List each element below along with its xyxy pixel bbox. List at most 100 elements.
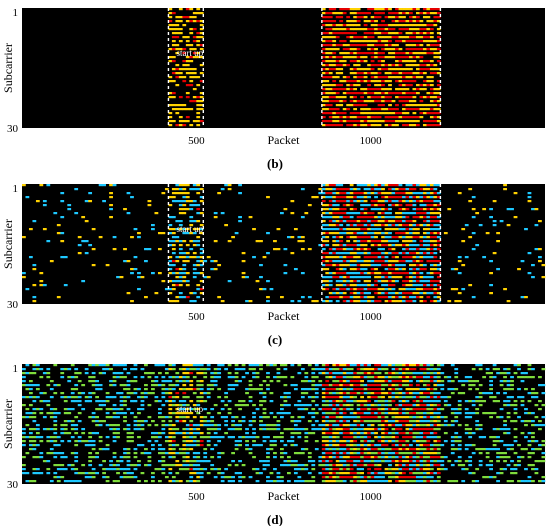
heatmap-cell	[196, 256, 201, 259]
heatmap-cell	[283, 396, 288, 399]
heatmap-cell	[398, 12, 403, 15]
heatmap-cell	[409, 284, 413, 287]
heatmap-cell	[370, 380, 375, 383]
heatmap-cell	[367, 372, 371, 375]
heatmap-cell	[426, 12, 431, 15]
heatmap-cell	[349, 256, 354, 259]
heatmap-cell	[346, 88, 351, 91]
heatmap-cell	[168, 80, 173, 83]
heatmap-cell	[422, 264, 427, 267]
heatmap-cell	[381, 384, 385, 387]
heatmap-cell	[60, 452, 65, 455]
heatmap-cell	[436, 20, 441, 23]
heatmap-cell	[325, 48, 330, 51]
heatmap-cell	[419, 76, 424, 79]
heatmap-cell	[276, 472, 281, 475]
heatmap-cell	[339, 200, 344, 203]
heatmap-cell	[436, 96, 441, 99]
heatmap-cell	[252, 428, 256, 431]
heatmap-cell	[391, 188, 396, 191]
heatmap-cell	[342, 52, 347, 55]
heatmap-cell	[192, 88, 197, 91]
heatmap-cell	[395, 264, 399, 267]
heatmap-cell	[161, 424, 166, 427]
heatmap-cell	[342, 80, 347, 83]
heatmap-cell	[192, 444, 197, 447]
heatmap-cell	[151, 392, 155, 395]
heatmap-cell	[105, 444, 110, 447]
heatmap-cell	[415, 408, 420, 411]
heatmap-cell	[28, 256, 33, 259]
heatmap-cell	[489, 412, 493, 415]
heatmap-cell	[402, 228, 406, 231]
heatmap-cell	[192, 424, 197, 427]
heatmap-cell	[402, 12, 406, 15]
heatmap-cell	[342, 292, 347, 295]
heatmap-cell	[412, 72, 417, 75]
heatmap-cell	[367, 264, 371, 267]
heatmap-cell	[46, 440, 51, 443]
heatmap-cell	[210, 384, 215, 387]
heatmap-cell	[77, 372, 82, 375]
heatmap-cell	[422, 400, 427, 403]
heatmap-cell	[192, 364, 197, 367]
heatmap-cell	[395, 440, 399, 443]
heatmap-cell	[419, 388, 424, 391]
heatmap-cell	[342, 244, 347, 247]
heatmap-cell	[353, 480, 358, 483]
heatmap-cell	[388, 232, 392, 235]
heatmap-cell	[220, 212, 225, 215]
heatmap-cell	[182, 204, 187, 207]
heatmap-cell	[349, 104, 354, 107]
heatmap-cell	[266, 296, 270, 299]
heatmap-cell	[360, 284, 364, 287]
heatmap-cell	[178, 408, 183, 411]
heatmap-cell	[300, 188, 305, 191]
heatmap-cell	[185, 108, 190, 111]
heatmap-cell	[415, 192, 420, 195]
heatmap-cell	[196, 56, 201, 59]
heatmap-cell	[182, 260, 187, 263]
heatmap-cell	[321, 436, 326, 439]
heatmap-cell	[332, 436, 337, 439]
heatmap-cell	[130, 236, 134, 239]
heatmap-cell	[227, 388, 232, 391]
heatmap-cell	[520, 456, 525, 459]
heatmap-cell	[367, 288, 371, 291]
heatmap-cell	[178, 184, 183, 187]
heatmap-cell	[506, 464, 511, 467]
heatmap-cell	[402, 412, 406, 415]
heatmap-cell	[28, 428, 33, 431]
heatmap-cell	[35, 444, 40, 447]
heatmap-cell	[189, 80, 194, 83]
heatmap-cell	[520, 432, 525, 435]
heatmap-cell	[367, 260, 371, 263]
heatmap-cell	[196, 404, 201, 407]
heatmap-cell	[189, 400, 194, 403]
heatmap-cell	[353, 272, 358, 275]
heatmap-cell	[506, 384, 511, 387]
heatmap-cell	[405, 288, 410, 291]
heatmap-cell	[527, 192, 532, 195]
heatmap-cell	[325, 392, 330, 395]
heatmap-cell	[391, 296, 396, 299]
heatmap-cell	[144, 448, 148, 451]
heatmap-cell	[374, 292, 378, 295]
heatmap-cell	[429, 280, 434, 283]
heatmap-cell	[168, 288, 173, 291]
heatmap-cell	[342, 300, 347, 303]
heatmap-cell	[196, 272, 201, 275]
heatmap-cell	[409, 228, 413, 231]
heatmap-cell	[356, 80, 361, 83]
heatmap-cell	[321, 188, 326, 191]
heatmap-cell	[231, 436, 235, 439]
heatmap-cell	[203, 372, 208, 375]
heatmap-cell	[384, 276, 389, 279]
heatmap-cell	[419, 200, 424, 203]
heatmap-cell	[377, 36, 382, 39]
heatmap-cell	[510, 468, 514, 471]
heatmap-cell	[478, 464, 483, 467]
heatmap-cell	[22, 464, 26, 467]
heatmap-cell	[363, 24, 368, 27]
heatmap-cell	[91, 392, 96, 395]
